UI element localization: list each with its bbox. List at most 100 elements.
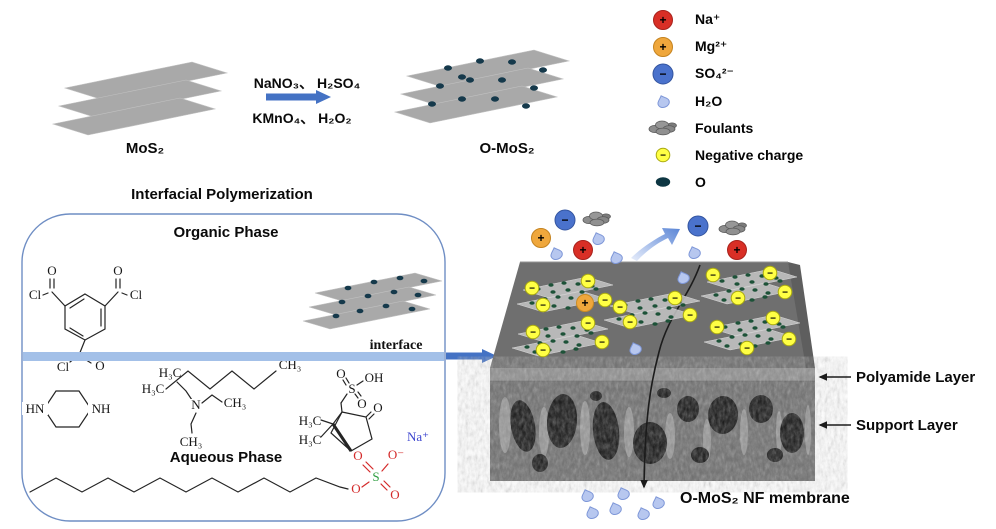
atom-label: O [351,481,360,496]
ip-title: Interfacial Polymerization [131,186,313,203]
legend-label: Foulants [695,119,754,136]
negative-charge-icon [655,147,671,162]
triethylamine-molecule: H₃C N CH₃ CH₃ [159,365,247,449]
sds-molecule: O S O O⁻ O Na⁺ [29,429,429,502]
legend-item: Na⁺ [646,6,803,33]
drop-icon [579,487,596,504]
atom-label: O [357,396,366,411]
atom-label: O⁻ [388,447,404,462]
negative-charge-icon [762,265,778,281]
sulfate-ion-icon [652,63,674,84]
negative-charge-icon [781,331,797,347]
ip-box-border [21,213,446,522]
negative-charge-icon [524,280,540,296]
oxygen-dot-icon [655,176,671,187]
o-mos2-label: O-MoS₂ [480,140,535,157]
legend-item: O [646,168,803,195]
drop-icon [607,500,624,517]
sodium-ion-label: Na⁺ [407,429,429,444]
atom-label: O [390,487,399,502]
legend-label: Na⁺ [695,11,721,27]
atom-label: CH₃ [224,395,247,410]
atom-label: S [348,381,355,396]
water-permeation-path [640,264,701,489]
legend-item: Mg²⁺ [646,33,803,60]
negative-charge-icon [777,284,793,300]
drop-icon [548,245,565,262]
camphorsulfonic-acid-molecule: O OH S O H₃C H₃C O [299,366,384,452]
atom-label: OH [365,370,384,385]
atom-label: N [191,397,201,412]
nf-membrane-label: O-MoS₂ NF membrane [680,490,850,507]
tmc-molecule: O Cl O Cl Cl O [29,263,143,374]
o-mos2-stack-organic [302,272,443,330]
atom-label: Cl [57,359,70,374]
organic-phase-label: Organic Phase [173,224,278,241]
drop-icon [635,505,652,522]
atom-label: H₃C [299,413,322,428]
drop-icon [615,485,632,502]
legend-label: Negative charge [695,146,804,163]
water-droplet-icon [655,92,672,109]
legend-item: Negative charge [646,141,803,168]
drop-icon [584,504,601,521]
atom-label: O [113,263,122,278]
legend-label: SO₄²⁻ [695,65,734,81]
negative-charge-icon [535,342,551,358]
negative-charge-icon [597,292,613,308]
so4-icon [554,209,576,231]
foulants-icon [648,120,677,135]
na-icon [727,240,747,260]
membrane-block: Polyamide Layer Support Layer O-MoS₂ NF … [490,228,975,507]
o-mos2-stack [393,49,571,124]
membrane-side-face [788,262,815,368]
negative-charge-icon [730,290,746,306]
negative-charge-icon [655,147,671,162]
adsorbed-cation-icon [576,294,594,312]
sulfate-ion-icon [652,63,674,84]
negative-charge-icon [739,340,755,356]
negative-charge-icon [535,297,551,313]
atom-label: H₃C [299,432,322,447]
sem-grain-texture [490,368,815,481]
atom-label: S [372,469,379,484]
atom-label: H₃C [142,381,165,396]
atom-label: CH₃ [180,434,203,449]
aqueous-phase-label: Aqueous Phase [170,449,283,466]
legend-item: Foulants [646,114,803,141]
mg-icon [531,228,551,248]
interface-bar [23,352,444,361]
legend-item: SO₄²⁻ [646,60,803,87]
foul-icon [582,211,611,227]
piperazine-molecule: HN NH [22,390,114,428]
polyamide-layer-label: Polyamide Layer [856,369,975,386]
atom-label: Cl [130,287,143,302]
mg-ion-icon [653,36,673,57]
negative-charge-icon [667,290,683,306]
negative-charge-icon [580,315,596,331]
mos2-stack [51,61,229,136]
atom-label: O [373,400,382,415]
mos2-label: MoS₂ [126,140,164,157]
negative-charge-icon [525,324,541,340]
atom-label: O [336,366,345,381]
support-layer-label: Support Layer [856,417,958,434]
legend-label: H₂O [695,92,723,109]
atom-label: HN [26,401,45,416]
legend-label: O [695,173,706,190]
oxygen-dot-icon [655,176,671,187]
negative-charge-icon [709,319,725,335]
negative-charge-icon [594,334,610,350]
atom-label: O [95,358,104,373]
legend: Na⁺ Mg²⁺ SO₄²⁻ H₂O Foulants Negative charge O [646,6,803,195]
rejection-arrow [631,228,680,261]
water-droplet-icon [655,92,672,109]
drop-icon [590,230,607,247]
negative-charge-icon [765,310,781,326]
na-icon [573,240,593,260]
na-ion-icon [653,9,673,30]
na-ion-icon [653,9,673,30]
atom-label: NH [92,401,111,416]
